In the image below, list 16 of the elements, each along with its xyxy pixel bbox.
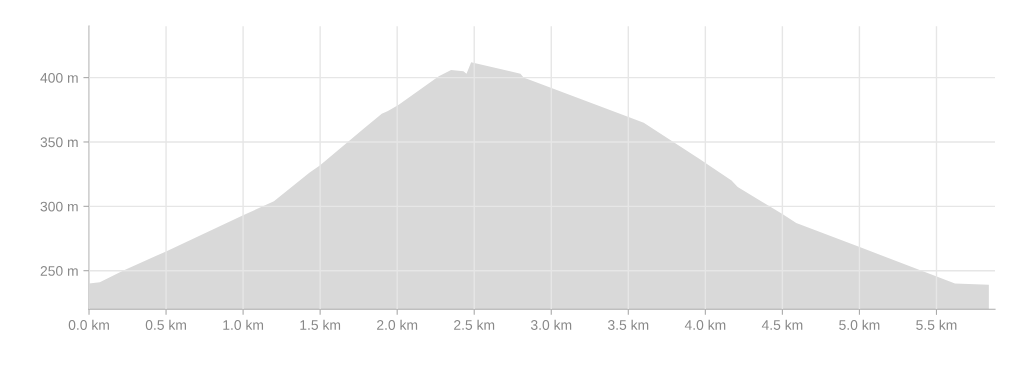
x-tick-label: 3.5 km — [607, 319, 649, 330]
x-tick-label: 1.5 km — [300, 319, 341, 330]
x-tick-label: 3.0 km — [530, 319, 572, 330]
x-tick-label: 2.0 km — [377, 319, 418, 330]
x-tick-label: 0.5 km — [145, 319, 186, 330]
y-tick-label: 250 m — [40, 266, 78, 276]
x-tick-label: 2.5 km — [454, 319, 495, 330]
y-tick-label: 300 m — [40, 201, 78, 212]
y-tick-label: 350 m — [40, 137, 78, 148]
x-tick-label: 0.0 km — [68, 319, 109, 330]
x-tick-label: 4.5 km — [761, 319, 803, 330]
x-tick-label: 4.0 km — [684, 319, 726, 330]
x-tick-label: 5.5 km — [916, 319, 957, 330]
x-tick-label: 1.0 km — [223, 319, 264, 330]
y-tick-label: 400 m — [40, 72, 78, 83]
x-tick-label: 5.0 km — [839, 319, 880, 330]
